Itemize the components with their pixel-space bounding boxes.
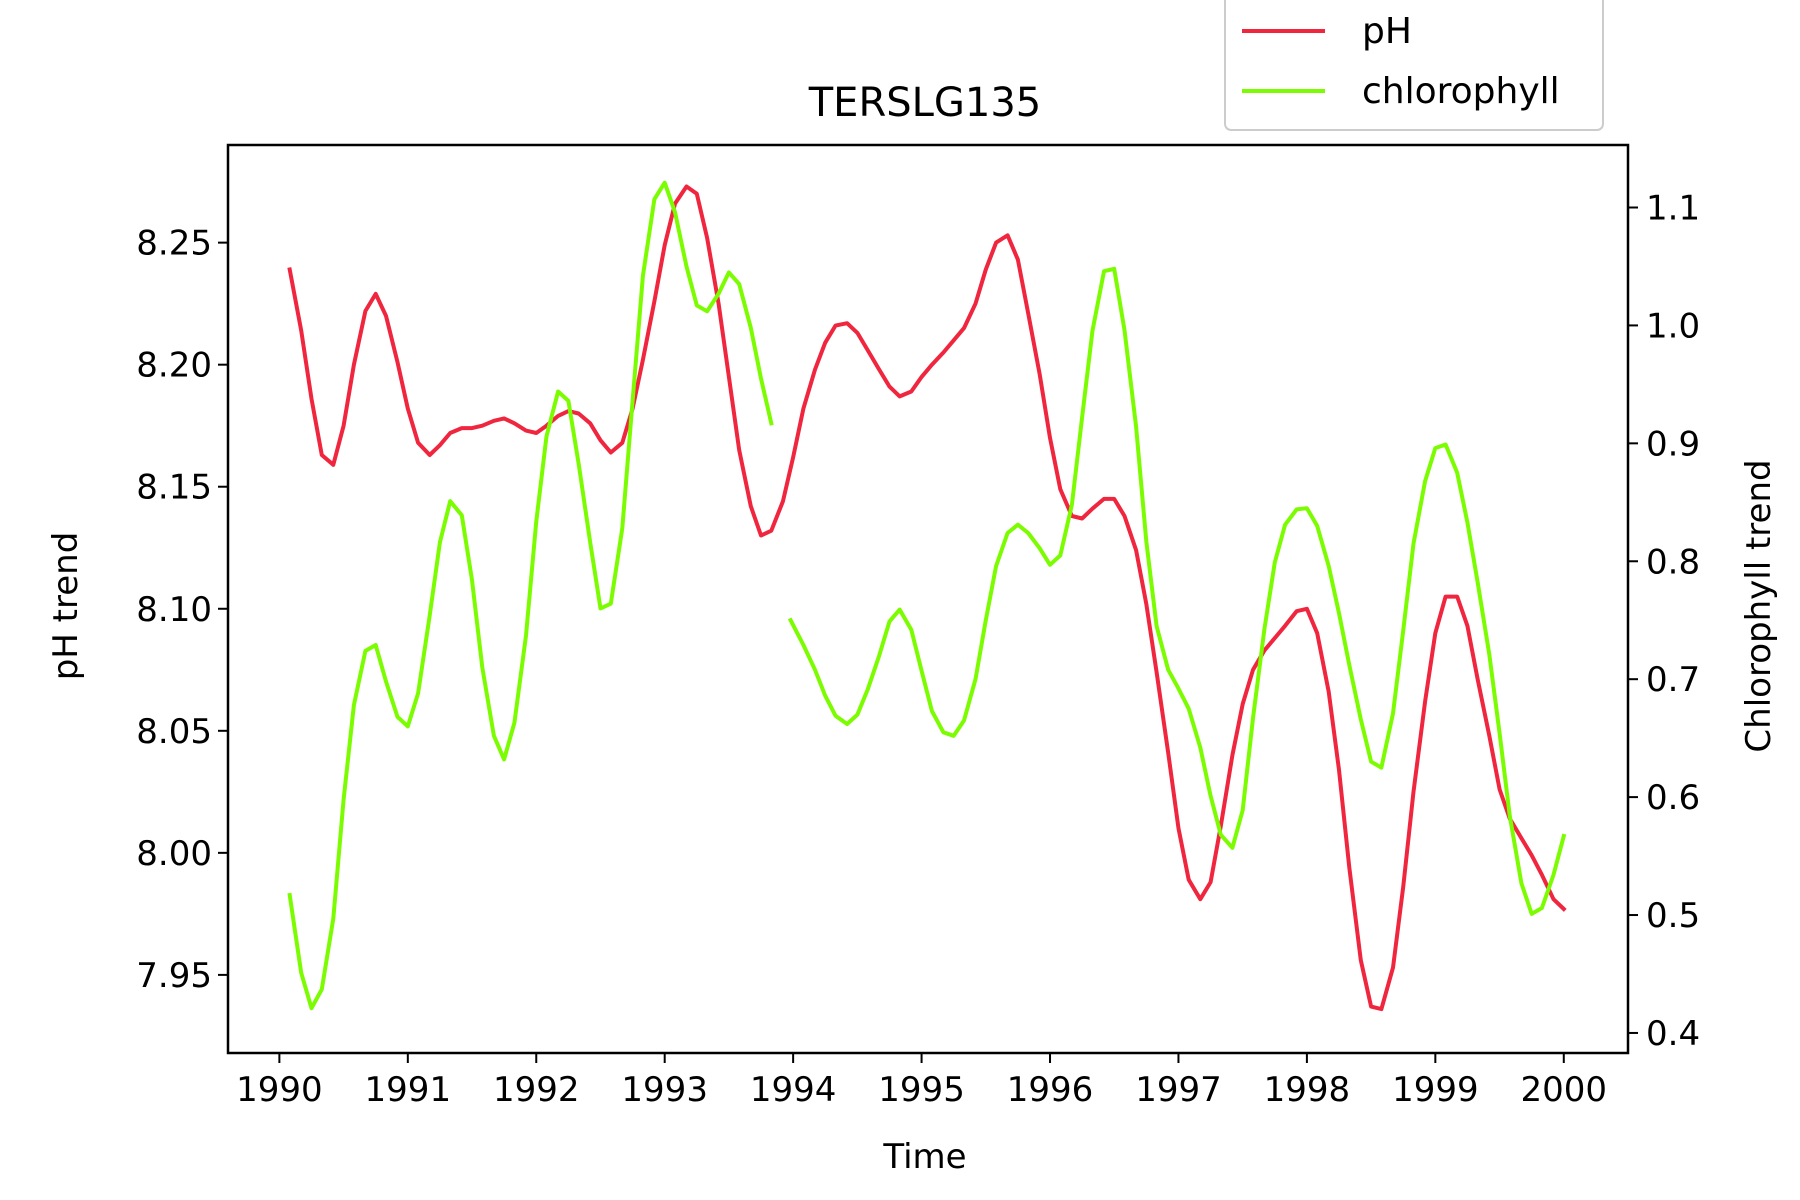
y-right-tick-label: 0.8 [1646, 542, 1700, 582]
y-left-tick-label: 8.10 [136, 590, 212, 630]
x-tick-label: 1999 [1392, 1070, 1479, 1110]
y-left-tick-label: 8.25 [136, 224, 212, 264]
x-tick-label: 1992 [493, 1070, 580, 1110]
x-axis-label: Time [882, 1137, 966, 1177]
legend-label-ph: pH [1362, 11, 1412, 52]
plot-frame [226, 143, 1630, 1055]
x-tick-label: 1995 [878, 1070, 965, 1110]
x-tick-label: 1997 [1135, 1070, 1222, 1110]
x-tick-label: 1994 [750, 1070, 837, 1110]
y-axis-left-label: pH trend [46, 532, 86, 681]
y-right-tick-label: 0.6 [1646, 778, 1700, 818]
x-tick-label: 1990 [236, 1070, 323, 1110]
x-tick-label: 2000 [1521, 1070, 1608, 1110]
y-right-tick-label: 1.0 [1646, 306, 1700, 346]
y-left-tick-label: 8.20 [136, 346, 212, 386]
y-left-tick-label: 8.00 [136, 834, 212, 874]
series-line-chlorophyll [287, 180, 1567, 1011]
x-tick-label: 1998 [1264, 1070, 1351, 1110]
y-right-tick-label: 0.4 [1646, 1014, 1700, 1054]
y-left-tick-label: 7.95 [136, 956, 212, 996]
x-tick-label: 1993 [621, 1070, 708, 1110]
legend-label-chlorophyll: chlorophyll [1362, 71, 1560, 112]
y-left-tick-label: 8.05 [136, 712, 212, 752]
x-tick-label: 1996 [1007, 1070, 1094, 1110]
y-axis-right-label: Chlorophyll trend [1739, 459, 1779, 752]
y-right-tick-label: 1.1 [1646, 188, 1700, 228]
y-right-tick-label: 0.9 [1646, 424, 1700, 464]
plot-area [287, 180, 1567, 1012]
legend: pH chlorophyll [1224, 0, 1604, 131]
x-tick-label: 1991 [365, 1070, 452, 1110]
axes: 1990 1991 1992 1993 1994 1995 1996 1997 1998 1999… [136, 143, 1700, 1110]
chart-title: TERSLG135 [808, 80, 1042, 126]
y-left-tick-label: 8.15 [136, 468, 212, 508]
series-line-ph [287, 184, 1567, 1012]
y-right-tick-label: 0.5 [1646, 896, 1700, 936]
y-right-tick-label: 0.7 [1646, 660, 1700, 700]
